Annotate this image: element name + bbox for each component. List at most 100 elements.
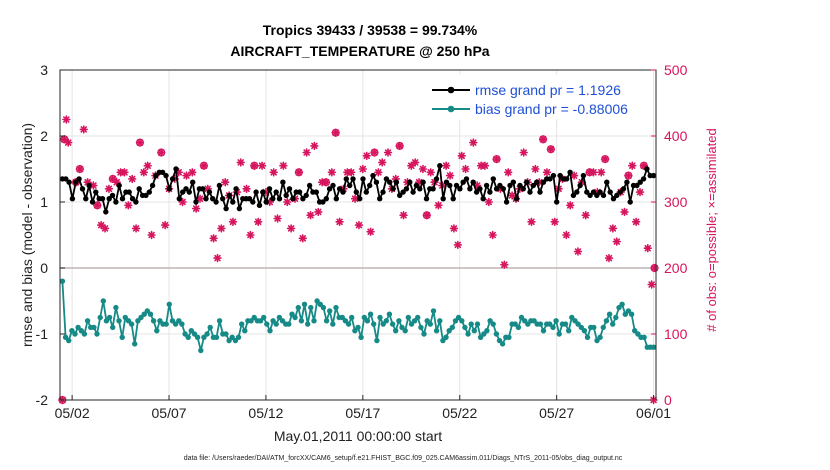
obs-assimilated-marker [643, 244, 652, 253]
y-left-tick-label: 2 [40, 128, 48, 144]
rmse-point [477, 186, 483, 192]
obs-assimilated-stroke [470, 139, 477, 146]
bias-point [650, 344, 657, 350]
rmse-point [353, 189, 359, 195]
x-tick-label: 05/17 [345, 405, 380, 421]
obs-assimilated-marker [347, 168, 356, 177]
bias-point [239, 321, 245, 327]
obs-assimilated-marker [93, 201, 102, 210]
rmse-point [86, 182, 92, 189]
obs-assimilated-marker [573, 247, 583, 256]
rmse-point [76, 176, 82, 182]
obs-assimilated-stroke [94, 202, 101, 209]
obs-assimilated-stroke [303, 149, 310, 156]
bias-point [97, 314, 103, 321]
obs-assimilated-stroke [423, 211, 431, 219]
bias-point [116, 318, 122, 324]
rmse-point [116, 182, 122, 189]
obs-assimilated-marker [358, 164, 368, 174]
bias-point [433, 328, 440, 334]
bias-point [330, 321, 336, 327]
rmse-point [176, 196, 182, 202]
bias-point [110, 324, 116, 331]
obs-assimilated-marker [120, 168, 129, 177]
rmse-point [387, 179, 393, 185]
rmse-point [129, 196, 136, 202]
rmse-point [93, 189, 99, 195]
obs-assimilated-stroke [601, 155, 609, 163]
obs-assimilated-marker [457, 151, 466, 160]
y-axis-left-label: rmse and bias (model - observation) [19, 123, 35, 347]
bias-point [327, 308, 333, 314]
rmse-point [594, 192, 600, 199]
x-axis-ticks: 05/02 05/07 05/12 05/17 05/22 05/27 06/01 [55, 395, 671, 421]
obs-assimilated-marker [519, 148, 528, 157]
obs-assimilated-stroke [400, 211, 407, 219]
rmse-point [650, 172, 657, 179]
bias-point [628, 311, 635, 317]
obs-assimilated-stroke [148, 231, 155, 239]
obs-assimilated-stroke [446, 172, 454, 179]
bias-point [415, 314, 421, 321]
bias-point [610, 321, 616, 327]
x-tick-label: 05/02 [55, 405, 90, 421]
obs-assimilated-marker [527, 217, 536, 226]
bias-point [295, 304, 301, 311]
obs-assimilated-stroke [644, 244, 652, 252]
rmse-point [624, 179, 630, 185]
rmse-point [333, 196, 339, 202]
obs-assimilated-stroke [183, 172, 190, 179]
obs-assimilated-marker [131, 224, 141, 233]
obs-assimilated-marker [410, 158, 420, 167]
y-left-tick-label: 1 [40, 194, 48, 210]
obs-assimilated-stroke [582, 211, 589, 219]
obs-assimilated-marker [418, 164, 428, 174]
obs-assimilated-marker [445, 171, 455, 180]
rmse-point [149, 182, 156, 189]
rmse-point [417, 186, 423, 192]
obs-assimilated-stroke [613, 238, 620, 245]
bias-point [179, 321, 185, 327]
obs-assimilated-stroke [508, 192, 516, 199]
obs-assimilated-stroke [547, 145, 555, 153]
rmse-point [430, 186, 436, 192]
rmse-point [119, 196, 126, 202]
obs-assimilated-stroke [270, 169, 277, 176]
obs-assimilated-stroke [161, 221, 169, 229]
rmse-point [236, 205, 243, 212]
obs-assimilated-marker [399, 211, 408, 220]
rmse-point [400, 189, 406, 195]
obs-assimilated-stroke [84, 178, 91, 186]
bias-point [437, 318, 443, 324]
rmse-point [230, 199, 236, 205]
rmse-point [193, 199, 199, 205]
obs-assimilated-stroke [332, 129, 339, 136]
obs-assimilated-marker [124, 201, 133, 210]
obs-assimilated-stroke [574, 248, 582, 255]
rmse-point [550, 172, 557, 179]
obs-assimilated-marker [209, 234, 218, 243]
bias-point [323, 318, 330, 324]
bias-point [386, 311, 393, 317]
obs-assimilated-stroke [125, 202, 132, 209]
rmse-point [200, 186, 206, 192]
obs-assimilated-marker [441, 161, 451, 170]
bias-point [106, 314, 113, 321]
rmse-point [410, 189, 416, 195]
obs-assimilated-stroke [132, 225, 140, 232]
bias-point [94, 331, 100, 337]
rmse-point [266, 186, 273, 192]
rmse-point [470, 179, 476, 185]
obs-assimilated-marker [628, 161, 637, 170]
bias-point [235, 334, 242, 340]
obs-assimilated-marker [331, 128, 340, 137]
bias-point [364, 318, 371, 324]
bias-point [396, 318, 402, 324]
obs-assimilated-stroke [258, 162, 266, 169]
y-axis-right-label: # of obs: o=possible; ×=assimilated [704, 128, 719, 331]
bias-point [198, 347, 204, 354]
bias-point [194, 334, 201, 340]
bias-point [308, 304, 314, 311]
rmse-point [620, 186, 627, 192]
rmse-point [517, 182, 523, 189]
